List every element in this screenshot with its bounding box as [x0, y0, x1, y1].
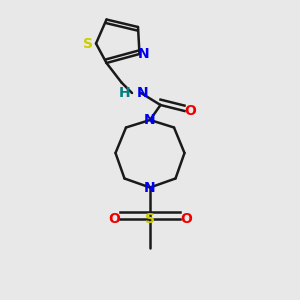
Text: N: N	[144, 113, 156, 127]
Text: O: O	[180, 212, 192, 226]
Text: N: N	[144, 181, 156, 194]
Text: S: S	[83, 37, 94, 50]
Text: H: H	[119, 86, 130, 100]
Text: S: S	[145, 212, 155, 226]
Text: N: N	[137, 86, 148, 100]
Text: O: O	[184, 104, 196, 118]
Text: O: O	[108, 212, 120, 226]
Text: N: N	[138, 47, 150, 61]
